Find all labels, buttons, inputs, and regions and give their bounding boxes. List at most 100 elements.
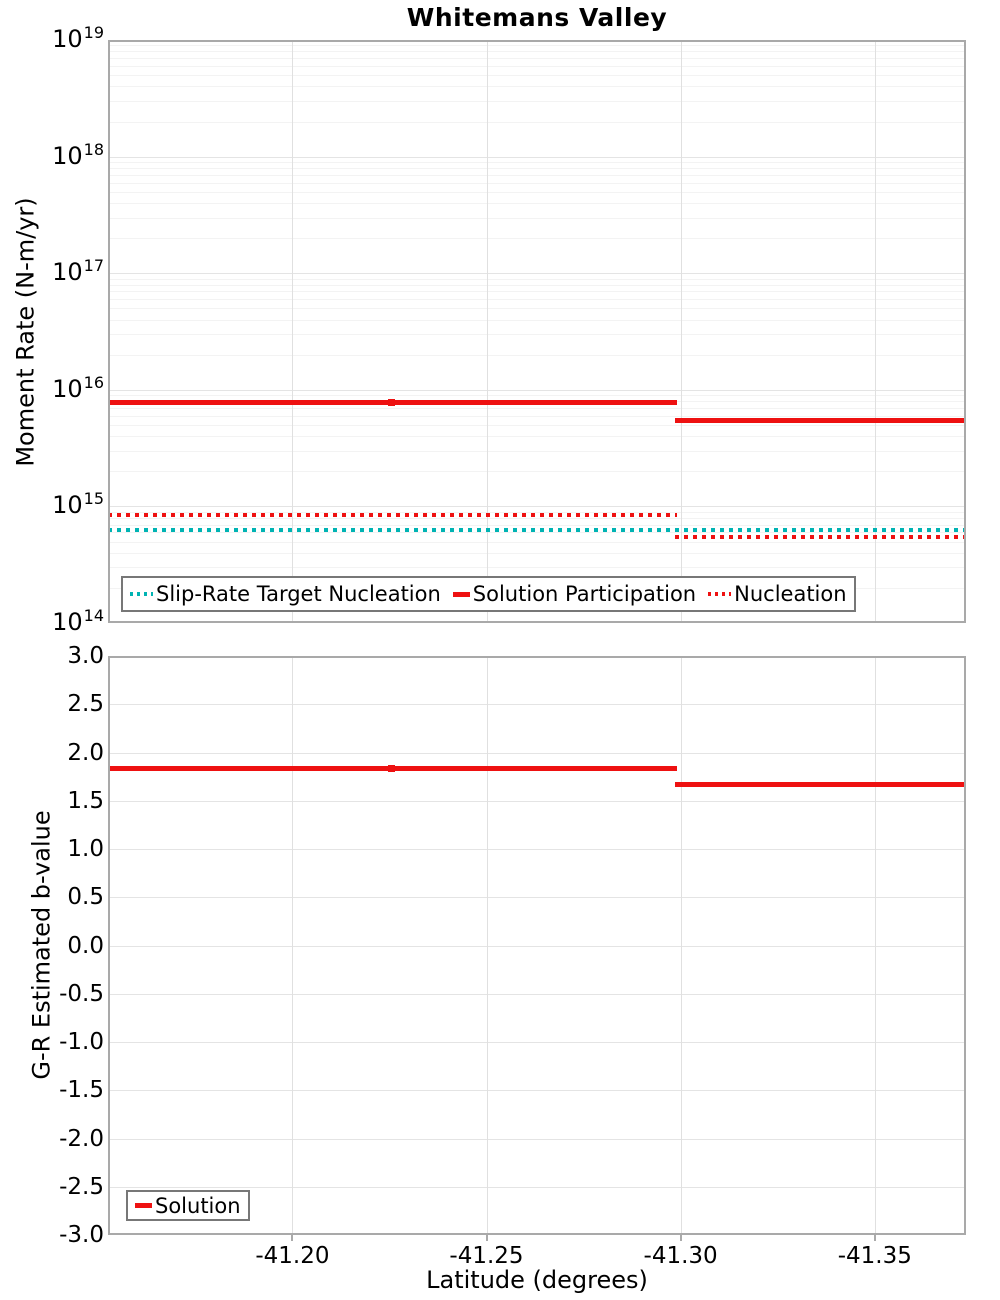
gridline-vertical xyxy=(292,656,294,1235)
legend-item-solution: Solution xyxy=(135,1194,241,1218)
y-tick-label: -1.0 xyxy=(59,1029,104,1055)
segment-joint-marker xyxy=(387,398,395,406)
y-tick-base: 10 xyxy=(52,374,83,403)
y-tick-base: 10 xyxy=(52,25,83,53)
gridline-minor xyxy=(108,541,966,543)
y-tick-label: 1.0 xyxy=(67,836,104,862)
series-segment-slip-rate-target-nucleation xyxy=(108,527,966,532)
chart-title: Whitemans Valley xyxy=(406,3,668,32)
y-tick-label: 1016 xyxy=(52,372,104,406)
legend-label: Nucleation xyxy=(734,582,847,606)
x-tick-label: -41.25 xyxy=(449,1243,524,1269)
gridline-vertical xyxy=(292,40,294,623)
gridline-vertical xyxy=(874,656,876,1235)
y-tick-label: -2.5 xyxy=(59,1173,104,1200)
gridline-minor xyxy=(108,191,966,193)
y-tick-exponent: 14 xyxy=(83,606,104,625)
gridline-minor xyxy=(108,567,966,569)
gridline-major xyxy=(108,156,966,158)
series-segment-solution xyxy=(674,781,966,787)
moment-rate-y-tick-labels: 1019 1018 1017 1016 1015 1014 xyxy=(30,23,104,636)
y-tick-exponent: 16 xyxy=(83,372,104,392)
gridline-minor xyxy=(108,161,966,163)
legend-label: Slip-Rate Target Nucleation xyxy=(156,582,441,606)
y-tick-label: -0.5 xyxy=(59,980,104,1007)
y-tick-exponent: 15 xyxy=(83,489,104,509)
y-tick-label: 2.0 xyxy=(67,739,104,766)
gridline-minor xyxy=(108,174,966,176)
gridline-minor xyxy=(108,75,966,77)
gridline-vertical xyxy=(874,40,876,623)
gridline-minor xyxy=(108,278,966,280)
y-tick-label: 0.5 xyxy=(67,884,104,911)
gridline-minor xyxy=(108,552,966,554)
series-segment-solution-participation xyxy=(674,417,966,423)
gridline-major xyxy=(108,389,966,391)
x-tick-mark xyxy=(291,1235,294,1241)
legend-swatch-dotted-line-icon xyxy=(708,592,732,596)
legend-swatch-solid-line-icon xyxy=(135,1203,152,1208)
gridline-minor xyxy=(108,334,966,336)
gridline-minor xyxy=(108,524,966,526)
gridline-major xyxy=(108,897,966,899)
y-tick-base: 10 xyxy=(52,258,83,287)
moment-rate-legend: Slip-Rate Target Nucleation Solution Part… xyxy=(121,576,856,612)
x-axis-tick-labels: -41.20 -41.25 -41.30 -41.35 xyxy=(108,1235,966,1271)
y-tick-label: 1014 xyxy=(52,606,104,639)
y-tick-label: 1018 xyxy=(52,140,104,173)
gridline-major xyxy=(108,1090,966,1092)
gridline-minor xyxy=(108,101,966,102)
y-tick-base: 10 xyxy=(52,608,83,636)
y-tick-label: -1.5 xyxy=(59,1077,104,1104)
gridline-minor xyxy=(108,45,966,47)
y-tick-label: 3.0 xyxy=(67,643,104,669)
y-tick-exponent: 17 xyxy=(83,256,104,276)
gridline-major xyxy=(108,849,966,850)
x-axis-label: Latitude (degrees) xyxy=(426,1266,648,1294)
gridline-vertical xyxy=(486,656,488,1235)
legend-label: Solution Participation xyxy=(472,582,697,606)
gridline-minor xyxy=(108,291,966,293)
y-tick-label: 0.0 xyxy=(67,932,104,959)
gridline-minor xyxy=(108,471,966,473)
gridline-vertical xyxy=(486,40,488,623)
gridline-minor xyxy=(108,238,966,240)
gridline-minor xyxy=(108,308,966,310)
gridline-minor xyxy=(108,407,966,409)
x-tick-mark xyxy=(485,1235,488,1241)
y-tick-label: 1015 xyxy=(52,489,104,522)
gridline-minor xyxy=(108,284,966,286)
gridline-minor xyxy=(108,415,966,417)
gridline-minor xyxy=(108,424,966,426)
gridline-major xyxy=(108,704,966,706)
x-tick-mark xyxy=(873,1235,876,1241)
x-tick-mark xyxy=(679,1235,682,1241)
segment-joint-marker xyxy=(387,765,395,773)
gridline-major xyxy=(108,800,966,802)
gridline-minor xyxy=(108,167,966,169)
y-tick-base: 10 xyxy=(52,141,83,170)
legend-swatch-solid-line-icon xyxy=(452,591,470,597)
gridline-major xyxy=(108,1138,966,1140)
legend-item-solution-participation: Solution Participation xyxy=(452,582,697,606)
gridline-major xyxy=(108,1042,966,1043)
gridline-minor xyxy=(108,532,966,534)
y-tick-label: -3.0 xyxy=(59,1222,104,1248)
gridline-minor xyxy=(108,58,966,60)
gridline-minor xyxy=(108,121,966,123)
gridline-minor xyxy=(108,395,966,397)
gridline-major xyxy=(108,993,966,995)
gridline-major xyxy=(108,752,966,754)
gridline-minor xyxy=(108,436,966,438)
y-tick-label: 1.5 xyxy=(67,787,104,814)
gridline-vertical xyxy=(680,40,682,623)
legend-item-nucleation: Nucleation xyxy=(708,582,847,606)
gridline-minor xyxy=(108,65,966,67)
y-tick-label: -2.0 xyxy=(59,1125,104,1152)
gridline-minor xyxy=(108,217,966,219)
legend-label: Solution xyxy=(155,1193,241,1218)
legend-swatch-dotted-line-icon xyxy=(130,592,153,596)
y-tick-base: 10 xyxy=(52,491,83,520)
series-segment-nucleation xyxy=(108,512,677,517)
